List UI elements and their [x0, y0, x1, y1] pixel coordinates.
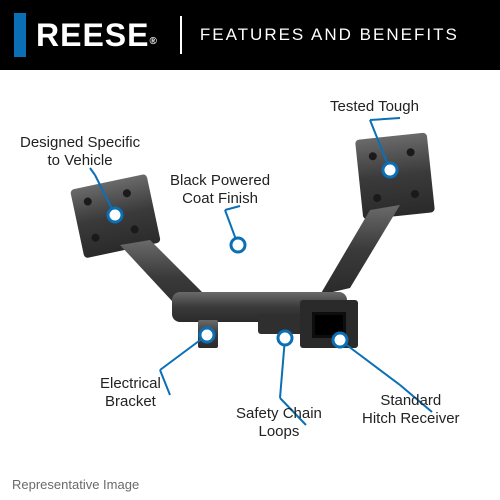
callout-safety-chain: Safety Chain Loops	[236, 405, 322, 441]
diagram-area: Tested Tough Designed Specific to Vehicle…	[0, 70, 500, 500]
header-bar: REESE® FEATURES AND BENEFITS	[0, 0, 500, 70]
callout-tested-tough: Tested Tough	[330, 98, 419, 116]
footer-note: Representative Image	[12, 477, 139, 492]
brand-text: REESE	[36, 17, 149, 53]
callout-hitch-receiver: Standard Hitch Receiver	[362, 392, 460, 428]
brand-logo: REESE®	[36, 17, 158, 54]
accent-bar	[14, 13, 26, 57]
callout-designed-specific: Designed Specific to Vehicle	[20, 134, 140, 170]
brand-reg: ®	[149, 36, 157, 47]
header-tagline: FEATURES AND BENEFITS	[200, 25, 459, 45]
header-divider	[180, 16, 182, 54]
callout-black-coat: Black Powered Coat Finish	[170, 172, 270, 208]
callout-electrical-bracket: Electrical Bracket	[100, 375, 161, 411]
